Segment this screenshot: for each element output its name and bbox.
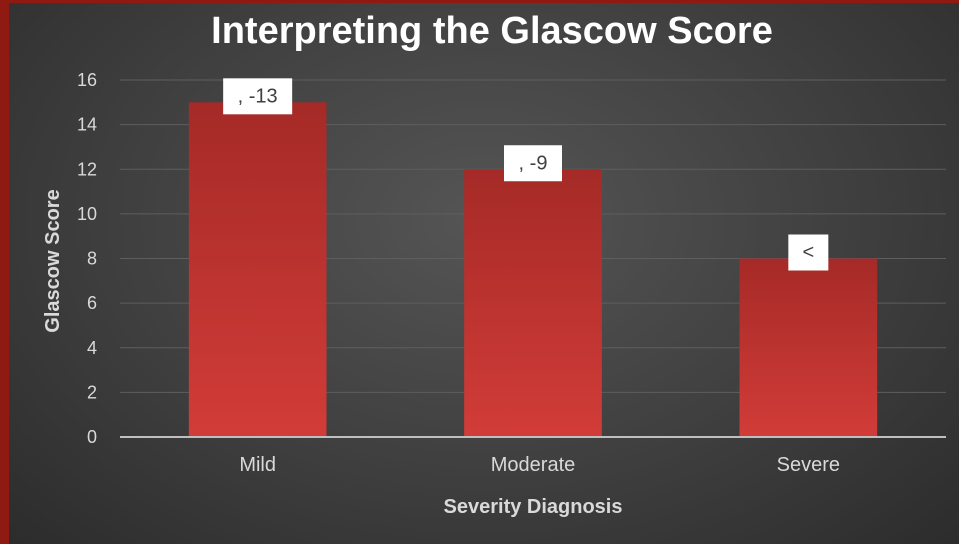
y-tick-label: 12: [77, 159, 97, 179]
y-axis-title: Glascow Score: [42, 189, 64, 332]
data-labels: , -13 , -9 <: [223, 78, 829, 271]
data-label: , -13: [238, 85, 278, 107]
data-label-box: [788, 234, 829, 271]
bar-moderate: [464, 169, 602, 437]
chart-title: Interpreting the Glascow Score: [211, 10, 773, 52]
x-category-label: Moderate: [491, 454, 576, 476]
data-label-box: [504, 145, 562, 182]
x-axis-categories: Mild Moderate Severe: [239, 454, 840, 476]
bar-mild: [188, 102, 327, 437]
y-tick-label: 8: [87, 249, 97, 269]
bar-chart: Interpreting the Glascow Score 0 2 4 6 8 10 12…: [42, 10, 946, 518]
x-axis-title: Severity Diagnosis: [444, 496, 623, 518]
y-tick-label: 6: [87, 293, 97, 313]
y-tick-label: 10: [77, 204, 97, 224]
bars: [188, 102, 878, 437]
y-axis-ticks: 0 2 4 6 8 10 12 14 16: [77, 70, 97, 447]
y-tick-label: 14: [77, 115, 97, 135]
x-category-label: Mild: [239, 454, 276, 476]
y-tick-label: 0: [87, 427, 97, 447]
data-label: , -9: [519, 152, 548, 174]
chart-frame: Interpreting the Glascow Score 0 2 4 6 8 10 12…: [9, 3, 959, 544]
y-tick-label: 16: [77, 70, 97, 90]
y-tick-label: 4: [87, 338, 97, 358]
bar-severe: [739, 258, 878, 437]
data-label-box: [223, 78, 293, 115]
x-category-label: Severe: [777, 454, 840, 476]
data-label: <: [802, 242, 814, 264]
y-tick-label: 2: [87, 382, 97, 402]
